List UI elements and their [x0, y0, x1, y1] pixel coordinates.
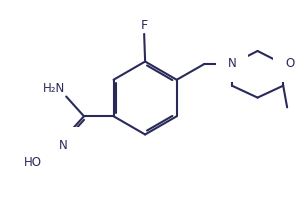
Text: H₂N: H₂N [43, 82, 65, 95]
Text: N: N [228, 58, 236, 71]
Text: N: N [59, 139, 68, 152]
Text: F: F [140, 19, 148, 32]
Text: HO: HO [24, 156, 42, 169]
Text: O: O [285, 58, 294, 71]
